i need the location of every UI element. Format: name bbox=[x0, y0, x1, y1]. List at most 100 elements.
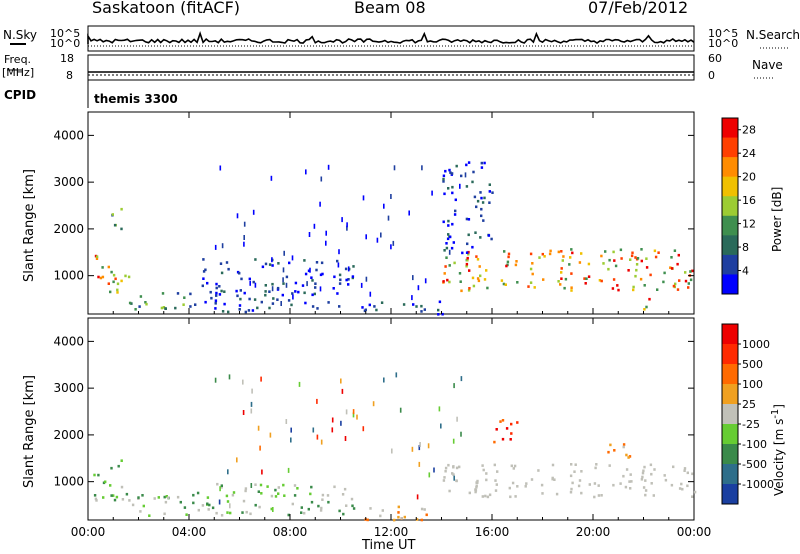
data-cell bbox=[597, 484, 600, 487]
data-cell bbox=[480, 207, 483, 211]
data-cell bbox=[437, 313, 440, 316]
data-cell bbox=[475, 486, 478, 489]
data-cell bbox=[311, 293, 314, 297]
data-cell bbox=[604, 250, 607, 253]
velocity-ylabel: Slant Range [km] bbox=[22, 375, 37, 488]
data-cell bbox=[321, 498, 324, 501]
noise-cell bbox=[285, 419, 288, 424]
data-cell bbox=[321, 493, 325, 497]
data-cell bbox=[303, 511, 306, 515]
data-cell bbox=[303, 259, 306, 262]
data-cell bbox=[393, 518, 396, 522]
data-cell bbox=[447, 233, 450, 236]
data-cell bbox=[653, 468, 656, 471]
data-cell bbox=[479, 191, 482, 194]
data-cell bbox=[327, 301, 330, 304]
data-cell bbox=[314, 286, 317, 289]
data-cell bbox=[482, 219, 485, 222]
data-cell bbox=[476, 481, 479, 484]
data-cell bbox=[256, 306, 259, 310]
data-cell bbox=[243, 291, 246, 295]
colorbar-tick-label: 4 bbox=[742, 265, 749, 278]
data-cell bbox=[640, 248, 643, 251]
noise-cell bbox=[428, 472, 431, 478]
data-cell bbox=[252, 280, 255, 284]
data-cell bbox=[183, 296, 186, 299]
data-cell bbox=[445, 242, 448, 245]
data-cell bbox=[121, 498, 125, 501]
data-cell bbox=[179, 500, 182, 504]
data-cell bbox=[689, 270, 692, 273]
data-cell bbox=[326, 494, 330, 497]
data-cell bbox=[511, 481, 515, 485]
data-cell bbox=[249, 512, 252, 516]
data-cell bbox=[444, 265, 447, 268]
nsearch-tick-bottom: 10^0 bbox=[708, 37, 739, 50]
data-cell bbox=[104, 480, 107, 484]
data-cell bbox=[282, 282, 285, 285]
data-cell bbox=[415, 518, 419, 521]
data-cell bbox=[445, 256, 448, 259]
data-cell bbox=[629, 473, 632, 476]
noise-cell bbox=[460, 431, 462, 437]
data-cell bbox=[467, 218, 471, 221]
colorbar-segment bbox=[722, 254, 738, 275]
data-cell bbox=[446, 278, 449, 282]
data-cell bbox=[260, 300, 263, 304]
data-cell bbox=[309, 492, 312, 496]
data-cell bbox=[163, 495, 166, 499]
data-cell bbox=[467, 252, 470, 256]
data-cell bbox=[632, 288, 635, 292]
data-cell bbox=[320, 506, 323, 510]
colorbar-segment bbox=[722, 137, 738, 158]
data-cell bbox=[254, 483, 257, 486]
data-cell bbox=[225, 261, 229, 264]
data-cell bbox=[95, 255, 99, 258]
data-cell bbox=[444, 466, 448, 470]
data-cell bbox=[210, 296, 213, 300]
data-cell bbox=[442, 220, 445, 224]
data-cell bbox=[691, 472, 694, 476]
data-cell bbox=[423, 308, 426, 311]
data-cell bbox=[120, 485, 124, 489]
data-cell bbox=[476, 199, 480, 203]
data-cell bbox=[533, 286, 536, 289]
data-cell bbox=[663, 271, 666, 275]
data-cell bbox=[608, 258, 611, 262]
data-cell bbox=[684, 279, 688, 283]
noise-cell bbox=[372, 401, 375, 407]
data-cell bbox=[471, 180, 474, 184]
data-cell bbox=[116, 288, 119, 292]
data-cell bbox=[297, 290, 300, 294]
noise-cell bbox=[412, 275, 414, 281]
data-cell bbox=[573, 470, 576, 473]
data-cell bbox=[215, 291, 218, 295]
data-cell bbox=[248, 277, 251, 281]
data-cell bbox=[570, 272, 573, 275]
data-cell bbox=[442, 177, 445, 181]
data-cell bbox=[548, 252, 552, 256]
data-cell bbox=[144, 301, 147, 304]
data-cell bbox=[93, 494, 97, 497]
data-cell bbox=[480, 196, 483, 200]
data-cell bbox=[476, 258, 480, 261]
data-cell bbox=[570, 487, 573, 491]
power-panel-frame bbox=[87, 111, 695, 315]
noise-cell bbox=[390, 244, 392, 250]
colorbar-segment bbox=[722, 274, 738, 295]
data-cell bbox=[423, 508, 426, 511]
colorbar-frame bbox=[721, 323, 739, 505]
data-cell bbox=[583, 277, 586, 280]
noise-cell bbox=[390, 194, 392, 199]
data-cell bbox=[448, 489, 451, 493]
data-cell bbox=[451, 222, 454, 226]
nsky-tick-bottom: 10^0 bbox=[50, 37, 81, 50]
data-cell bbox=[465, 163, 468, 167]
data-cell bbox=[452, 473, 455, 476]
data-cell bbox=[488, 201, 491, 204]
noise-cell bbox=[438, 406, 441, 412]
noise-cell bbox=[292, 294, 294, 300]
data-cell bbox=[578, 479, 582, 482]
data-cell bbox=[415, 305, 418, 308]
data-cell bbox=[116, 282, 120, 286]
